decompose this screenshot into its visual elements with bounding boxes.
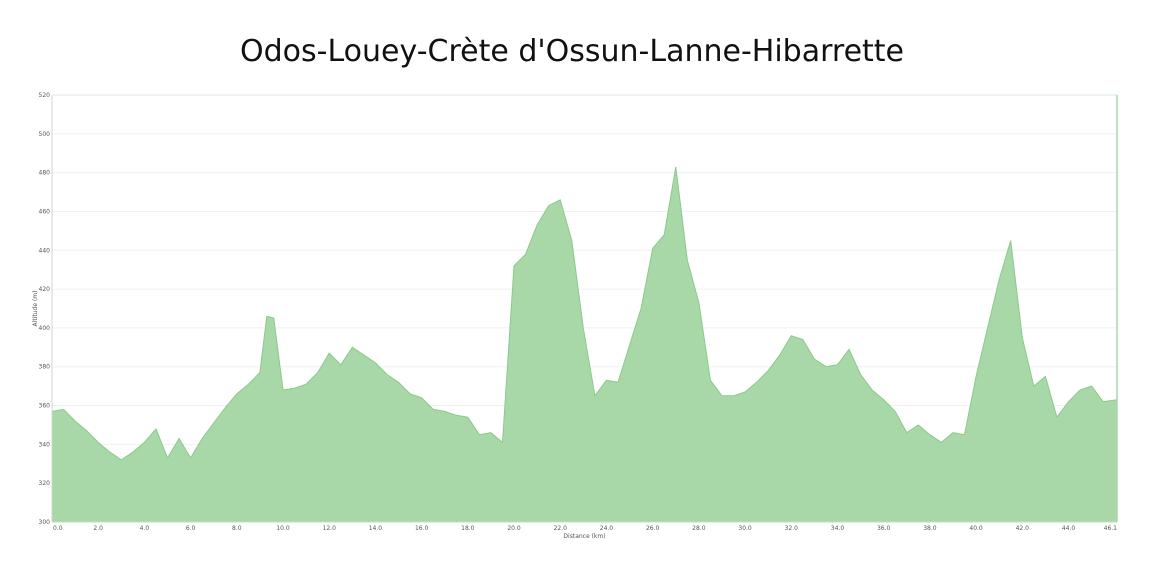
x-tick-label: 8.0 [232, 525, 242, 532]
x-tick-label: 36.0 [877, 525, 891, 532]
x-tick-label: 44.0 [1062, 525, 1076, 532]
y-tick-label: 360 [39, 403, 51, 410]
x-tick-label: 14.0 [369, 525, 383, 532]
axes [51, 94, 1118, 523]
x-tick-label: 22.0 [554, 525, 568, 532]
y-tick-label: 500 [39, 131, 51, 138]
y-tick-label: 520 [39, 92, 51, 99]
y-tick-label: 400 [39, 325, 51, 332]
y-tick-label: 420 [39, 286, 51, 293]
x-tick-label: 12.0 [323, 525, 337, 532]
y-tick-label: 460 [39, 208, 51, 215]
x-tick-label: 18.0 [461, 525, 475, 532]
y-tick-label: 380 [39, 364, 51, 371]
x-tick-label: 38.0 [923, 525, 937, 532]
x-tick-label: 10.0 [276, 525, 290, 532]
y-tick-label: 480 [39, 170, 51, 177]
x-tick-label: 24.0 [600, 525, 614, 532]
y-tick-labels: 300 320 340 360 380 400 420 440 460 480 500 520 [39, 92, 51, 526]
x-tick-labels: 0.0 2.0 4.0 6.0 8.0 10.0 12.0 14.0 16.0 18.0 20.0 2… [53, 525, 1117, 532]
x-tick-label: 26.0 [646, 525, 660, 532]
x-tick-label: 34.0 [831, 525, 845, 532]
y-tick-label: 300 [39, 519, 51, 526]
x-axis-title: Distance (km) [563, 533, 605, 540]
x-tick-label: 6.0 [186, 525, 196, 532]
chart-title: Odos-Louey-Crète d'Ossun-Lanne-Hibarrett… [239, 34, 905, 69]
elevation-area [52, 166, 1117, 523]
y-tick-label: 340 [39, 441, 51, 448]
x-tick-label: 0.0 [53, 525, 63, 532]
x-tick-label: 2.0 [93, 525, 103, 532]
x-tick-label: 4.0 [140, 525, 150, 532]
x-tick-label: 46.1 [1104, 525, 1118, 532]
elevation-line [51, 166, 1118, 461]
x-tick-label: 20.0 [507, 525, 521, 532]
area-series [51, 166, 1118, 523]
x-tick-label: 16.0 [415, 525, 429, 532]
x-tick-label: 32.0 [785, 525, 799, 532]
y-axis-title: Altitude (m) [32, 291, 39, 327]
y-tick-label: 320 [39, 480, 51, 487]
y-tick-label: 440 [39, 247, 51, 254]
x-tick-label: 28.0 [692, 525, 706, 532]
x-tick-label: 40.0 [969, 525, 983, 532]
x-tick-label: 30.0 [738, 525, 752, 532]
x-tick-label: 42.0 [1016, 525, 1030, 532]
